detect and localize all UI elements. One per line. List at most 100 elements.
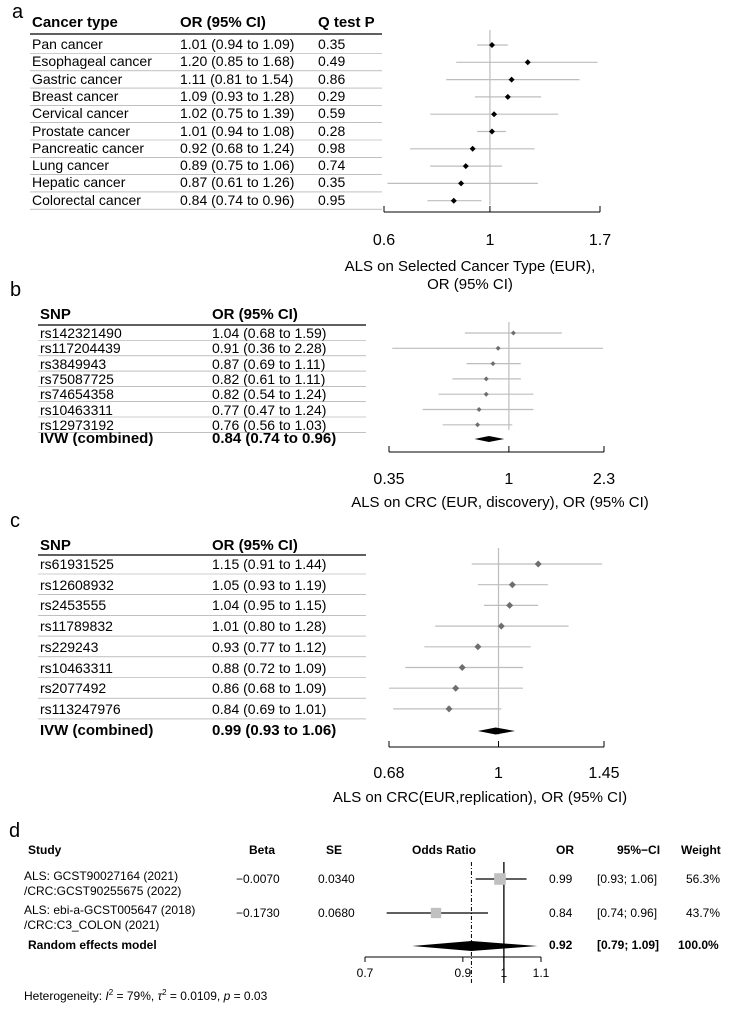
weight-box (494, 873, 506, 885)
point-estimate (508, 76, 515, 83)
point-estimate (476, 407, 482, 412)
row-snp: rs3849943 (40, 355, 107, 372)
col-header-study: Study (28, 843, 62, 857)
weight-box (430, 907, 442, 919)
col-header-odds-ratio: Odds Ratio (412, 843, 477, 857)
row-ci-text: [0.93; 1.06] (597, 872, 658, 886)
row-study-line1: ALS: ebi-a-GCST005647 (2018) (24, 903, 196, 917)
row-or-text: 1.20 (0.85 to 1.68) (180, 53, 295, 70)
row-or-text: 1.01 (0.94 to 1.08) (180, 122, 295, 139)
x-axis-label-line2: OR (95% CI) (427, 276, 513, 293)
col-header-or: OR (556, 843, 574, 857)
col-header-or-ci: OR (95% CI) (212, 537, 298, 554)
row-snp: rs12608932 (40, 576, 114, 593)
row-snp: rs2077492 (40, 680, 107, 697)
row-or-text: 1.15 (0.91 to 1.44) (212, 556, 327, 572)
point-estimate (469, 145, 476, 152)
row-beta: −0.0070 (236, 872, 280, 886)
combined-label: IVW (combined) (40, 430, 154, 447)
tau-symbol: τ (157, 989, 163, 1003)
point-estimate (458, 664, 466, 671)
row-label: Cervical cancer (32, 105, 129, 122)
x-axis-label: ALS on CRC (EUR, discovery), OR (95% CI) (351, 494, 649, 511)
point-estimate (504, 93, 511, 100)
row-or-text: 0.93 (0.77 to 1.12) (212, 638, 327, 655)
row-or-text: 1.01 (0.94 to 1.09) (180, 36, 295, 52)
heterogeneity-statistics: Heterogeneity: I2 = 79%, τ2 = 0.0109, p … (24, 988, 267, 1003)
row-label: Esophageal cancer (32, 53, 152, 70)
panel-label-b: b (10, 279, 22, 301)
row-snp: rs10463311 (40, 401, 113, 418)
row-ci-text: [0.74; 0.96] (597, 906, 658, 920)
point-estimate (491, 111, 498, 118)
row-label: Gastric cancer (32, 70, 123, 87)
point-estimate (445, 705, 453, 713)
row-q-test-p: 0.28 (318, 122, 346, 139)
p-symbol: p (223, 989, 231, 1003)
row-label: Pancreatic cancer (32, 139, 145, 156)
x-tick-label: 1.7 (588, 232, 612, 249)
point-estimate (489, 128, 496, 135)
x-tick-label: 0.6 (372, 232, 396, 249)
point-estimate (534, 560, 542, 568)
row-or-text: 0.91 (0.36 to 2.28) (212, 340, 327, 357)
combined-label: IVW (combined) (40, 722, 154, 739)
point-estimate (474, 643, 482, 651)
row-snp: rs11789832 (40, 618, 113, 635)
row-or-text: 0.84 (0.74 to 0.96) (180, 191, 295, 208)
i2-value: = 79%, (113, 989, 158, 1003)
row-label: Colorectal cancer (32, 191, 141, 208)
combined-ci-text: [0.79; 1.09] (597, 938, 660, 952)
row-weight-text: 56.3% (686, 872, 721, 886)
row-or-text: 0.99 (549, 872, 573, 886)
point-estimate (506, 601, 514, 609)
point-estimate (450, 197, 457, 204)
row-or-text: 0.92 (0.68 to 1.24) (180, 139, 295, 156)
i2-symbol: I (105, 989, 109, 1003)
x-tick-label: 1 (485, 232, 495, 249)
x-axis-label-line1: ALS on Selected Cancer Type (EUR), (344, 258, 596, 275)
point-estimate (508, 581, 516, 589)
col-header-beta: Beta (249, 843, 276, 857)
point-estimate (490, 361, 496, 367)
row-snp: rs113247976 (40, 700, 121, 717)
row-snp: rs142321490 (40, 325, 122, 341)
x-tick-label: 2.3 (592, 471, 616, 488)
row-label: Lung cancer (32, 157, 110, 174)
point-estimate (495, 345, 501, 351)
row-q-test-p: 0.35 (318, 36, 346, 52)
combined-or-text: 0.99 (0.93 to 1.06) (212, 722, 337, 739)
col-header-or-ci: OR (95% CI) (212, 306, 298, 323)
row-or-text: 1.11 (0.81 to 1.54) (180, 70, 294, 87)
combined-weight-text: 100.0% (678, 938, 719, 952)
row-label: Prostate cancer (32, 122, 131, 139)
row-label: Hepatic cancer (32, 174, 126, 191)
panel-label-c: c (10, 510, 20, 532)
row-snp: rs75087725 (40, 370, 114, 387)
row-or-text: 1.02 (0.75 to 1.39) (180, 105, 295, 122)
point-estimate (497, 622, 505, 630)
x-tick-label: 1 (494, 765, 503, 782)
combined-diamond (477, 727, 516, 735)
col-header-snp: SNP (40, 306, 71, 323)
x-tick-label: 1.1 (532, 966, 550, 980)
col-header-q-test-p: Q test P (318, 14, 375, 31)
row-snp: rs229243 (40, 638, 99, 655)
row-q-test-p: 0.74 (318, 157, 346, 174)
row-q-test-p: 0.49 (318, 53, 346, 70)
row-or-text: 0.88 (0.72 to 1.09) (212, 659, 327, 676)
row-q-test-p: 0.35 (318, 174, 346, 191)
row-snp: rs2453555 (40, 597, 107, 614)
col-header-se: SE (326, 843, 343, 857)
combined-label: Random effects model (28, 938, 157, 952)
col-header-or-ci: OR (95% CI) (180, 14, 266, 31)
row-study-line2: /CRC:C3_COLON (2021) (24, 918, 160, 932)
point-estimate (483, 376, 489, 382)
row-or-text: 1.04 (0.95 to 1.15) (212, 597, 327, 614)
x-tick-label: 0.9 (454, 966, 472, 980)
col-header-95ci: 95%−CI (617, 843, 661, 857)
point-estimate (462, 163, 469, 170)
row-q-test-p: 0.98 (318, 139, 346, 156)
heterogeneity-prefix: Heterogeneity: (24, 989, 106, 1003)
